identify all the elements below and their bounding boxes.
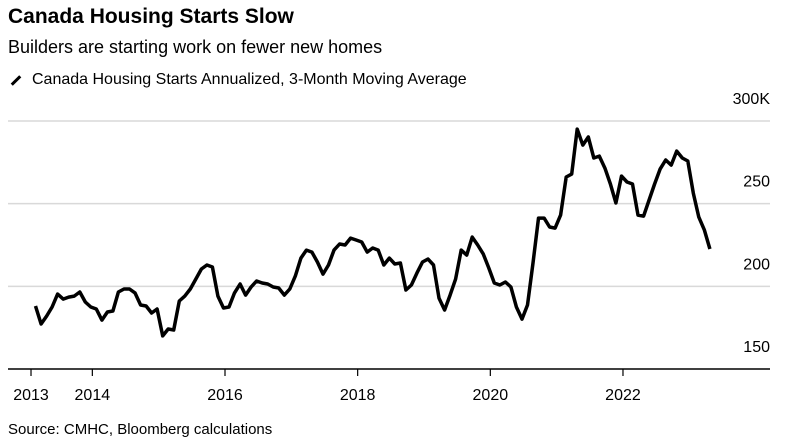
legend: Canada Housing Starts Annualized, 3-Mont…	[8, 71, 467, 89]
y-tick-label: 200	[743, 256, 770, 273]
series-line	[33, 127, 712, 338]
x-tick-label: 2022	[605, 387, 641, 404]
chart-title: Canada Housing Starts Slow	[8, 5, 294, 28]
legend-label: Canada Housing Starts Annualized, 3-Mont…	[32, 71, 467, 88]
x-tick-label: 2014	[75, 387, 111, 404]
x-tick-label: 2020	[473, 387, 509, 404]
y-tick-label: 300K	[733, 91, 771, 108]
chart-subtitle: Builders are starting work on fewer new …	[8, 37, 383, 57]
source-note: Source: CMHC, Bloomberg calculations	[8, 421, 273, 438]
x-tick-label: 2013	[13, 387, 49, 404]
x-tick-label: 2016	[207, 387, 243, 404]
y-tick-label: 250	[743, 174, 770, 191]
y-tick-label: 150	[743, 339, 770, 356]
x-tick-label: 2018	[340, 387, 376, 404]
